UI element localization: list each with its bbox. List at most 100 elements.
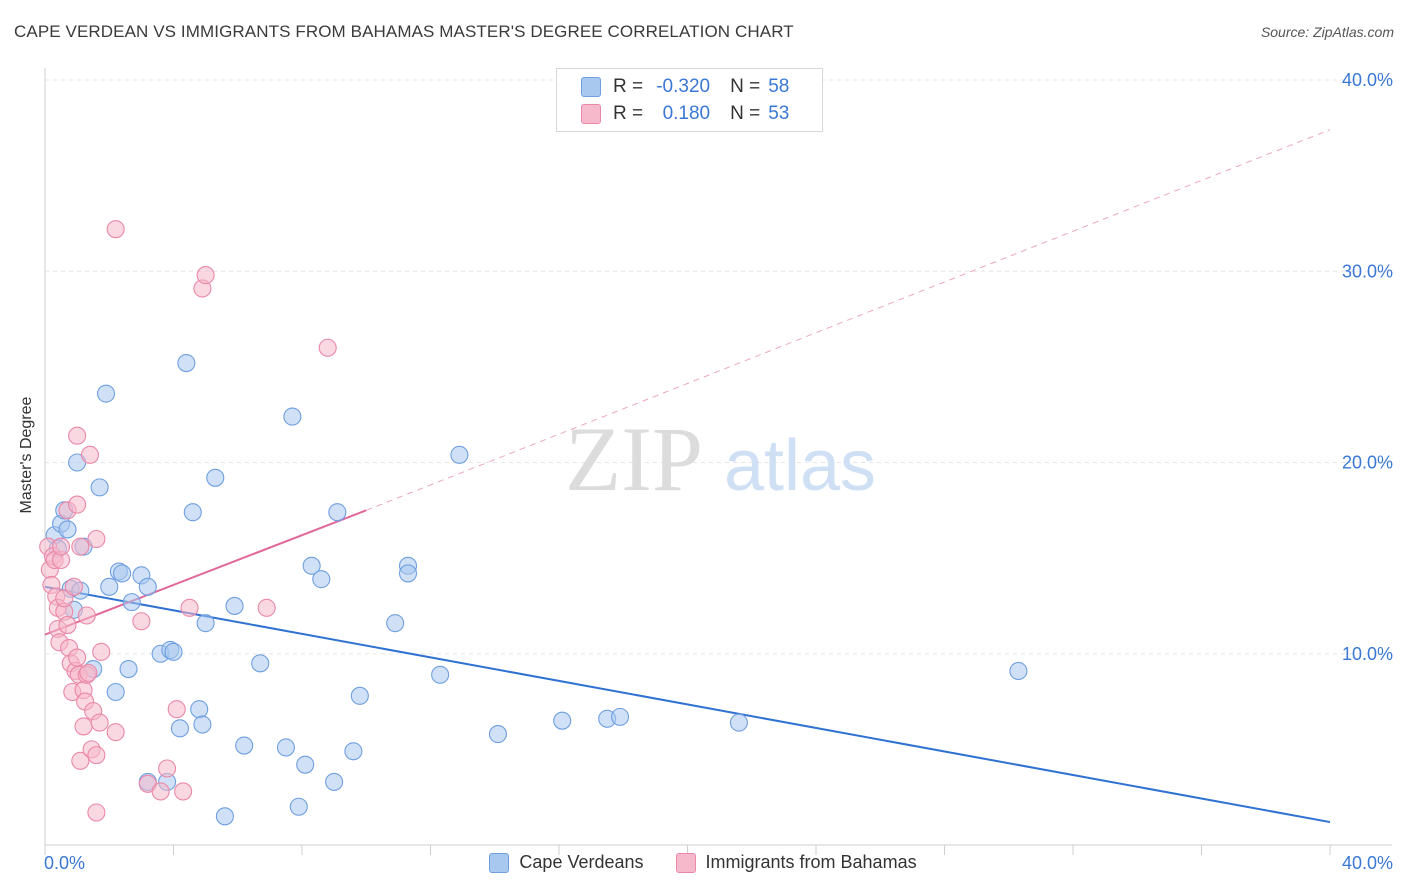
point-bahamas [106,723,125,742]
point-cape-verdean [610,707,630,726]
point-cape-verdean [113,564,132,583]
point-cape-verdean [90,478,109,497]
point-cape-verdean [170,719,189,738]
point-cape-verdean [119,659,138,679]
point-cape-verdean [196,614,215,633]
n-label: N = [730,103,761,124]
legend-label: Cape Verdeans [519,852,644,872]
point-bahamas [180,598,199,617]
point-cape-verdean [58,520,77,539]
point-bahamas [64,577,83,596]
legend-swatch-blue [489,852,510,873]
axes [44,68,1392,855]
legend-swatch-pink [581,104,601,124]
r-value: -0.320 [656,76,711,97]
point-cape-verdean [488,725,508,744]
point-bahamas [58,616,77,635]
y-tick-label: 40.0% [1342,70,1393,90]
point-bahamas [92,642,111,661]
point-bahamas [77,606,96,625]
point-cape-verdean [283,407,302,426]
r-label: R = [613,103,644,124]
point-bahamas [132,612,151,631]
point-cape-verdean [122,593,141,612]
point-cape-verdean [206,468,225,487]
trend-line-cape-verdeans [44,585,1331,824]
r-label: R = [613,76,644,97]
point-cape-verdean [193,715,212,734]
point-cape-verdean [296,755,315,774]
point-cape-verdean [328,503,347,522]
point-cape-verdean [729,713,748,732]
point-cape-verdean [553,711,572,730]
point-bahamas [106,220,125,239]
y-tick-label: 10.0% [1342,644,1393,664]
point-cape-verdean [138,577,157,596]
watermark-atlas: atlas [724,426,876,506]
point-cape-verdean [235,736,254,755]
point-cape-verdean [344,742,363,761]
point-bahamas [90,713,109,732]
point-cape-verdean [251,654,270,673]
point-cape-verdean [190,700,209,719]
point-bahamas [87,803,106,822]
point-cape-verdean [431,665,450,684]
point-cape-verdean [450,445,469,464]
point-cape-verdean [177,353,196,373]
y-tick-label: 30.0% [1342,261,1393,281]
x-tick-label: 40.0% [1342,853,1393,873]
stats-row-cape-verdeans: R = -0.320 N = 58 [581,75,789,99]
n-value: 53 [768,103,790,124]
stats-row-bahamas: R = 0.180 N = 53 [581,102,789,126]
point-bahamas [151,782,170,801]
point-bahamas [68,648,87,667]
point-cape-verdean [350,686,369,705]
tick-labels: 10.0% 20.0% 30.0% 40.0% 0.0% 40.0% [44,70,1393,873]
point-bahamas [158,759,177,778]
point-bahamas [52,537,71,556]
point-bahamas [87,529,106,549]
watermark-zip: ZIP [565,408,703,510]
legend-label: Immigrants from Bahamas [705,852,917,872]
point-bahamas [79,663,98,682]
grid-lines [45,79,1392,655]
trend-lines [44,129,1331,824]
point-cape-verdean [164,642,183,661]
source-label: Source: ZipAtlas.com [1260,24,1394,40]
stats-legend: R = -0.320 N = 58 R = 0.180 N = 53 [556,68,823,132]
legend-item-cape-verdeans[interactable]: Cape Verdeans [489,852,644,873]
point-cape-verdean [1009,661,1028,681]
legend-item-bahamas[interactable]: Immigrants from Bahamas [675,852,917,873]
series-legend: Cape Verdeans Immigrants from Bahamas [0,852,1406,873]
data-points [39,220,1028,826]
point-bahamas [80,445,100,464]
r-value: 0.180 [662,103,711,124]
point-bahamas [196,266,215,285]
point-bahamas [318,338,337,357]
point-bahamas [68,495,87,514]
y-tick-label: 20.0% [1342,453,1393,473]
trend-line-bahamas-extended [366,129,1331,511]
watermark: ZIP atlas [565,408,876,510]
point-bahamas [71,537,90,556]
point-bahamas [71,751,90,770]
n-label: N = [730,76,761,97]
n-value: 58 [768,76,790,97]
point-cape-verdean [386,614,405,633]
point-bahamas [87,746,106,765]
point-cape-verdean [325,772,344,791]
point-cape-verdean [183,503,202,522]
point-bahamas [68,426,87,445]
point-bahamas [174,782,193,801]
point-cape-verdean [96,384,116,403]
point-bahamas [167,700,186,719]
y-axis-label: Master's Degree [18,396,35,514]
point-bahamas [74,717,93,736]
chart-title: CAPE VERDEAN VS IMMIGRANTS FROM BAHAMAS … [14,22,794,41]
point-cape-verdean [225,596,244,615]
point-cape-verdean [312,570,331,589]
point-cape-verdean [398,564,418,583]
point-cape-verdean [289,797,308,816]
legend-swatch-pink [675,852,696,873]
